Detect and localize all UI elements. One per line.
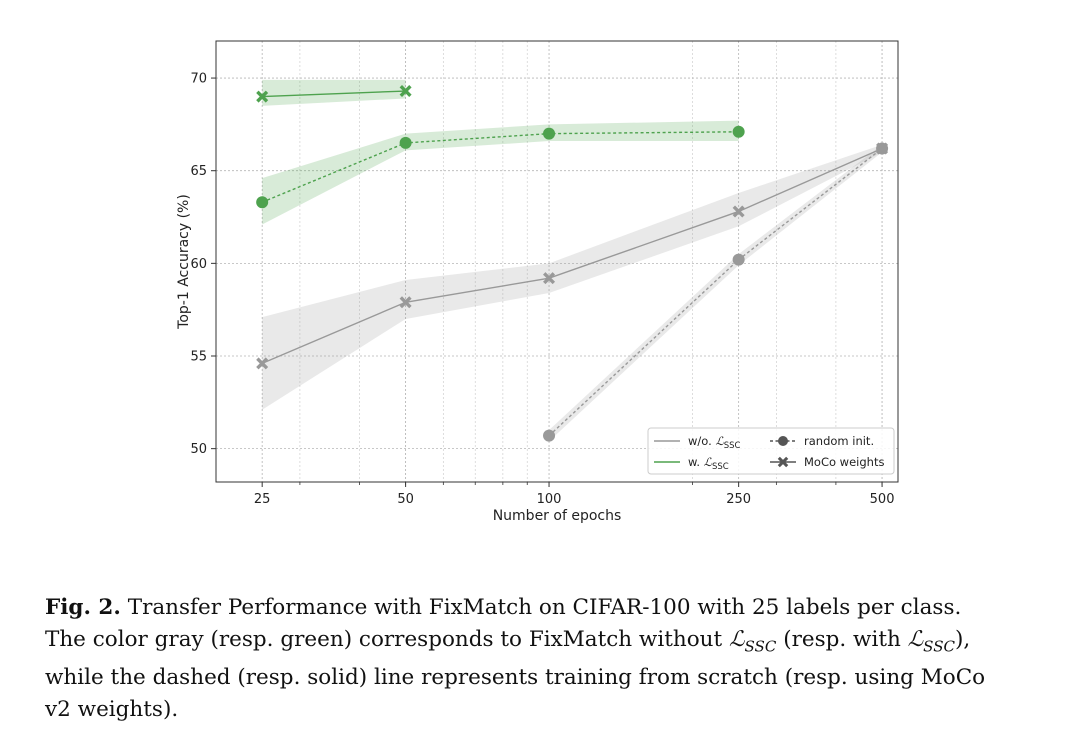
caption-math-2-main: ℒ [907,627,924,652]
x-tick-label: 50 [397,492,414,507]
data-point [732,205,745,218]
confidence-band [262,120,739,225]
data-point [543,127,556,140]
axis-ticks: 25 50 100 250 500 50 55 60 65 70 [190,72,894,507]
series-line [262,90,406,98]
marker-stroke [399,296,412,309]
confidence-band [262,144,883,410]
x-tick-label: 500 [870,492,895,507]
caption-math-2-sub: SSC [923,637,956,656]
confidence-band [262,79,406,106]
y-axis-label: Top-1 Accuracy (%) [176,194,192,330]
legend-box [647,427,895,475]
data-point [543,429,556,442]
caption-line-3: while the dashed (resp. solid) line repr… [45,665,986,691]
data-point [399,296,412,309]
y-tick-label: 70 [190,72,207,87]
confidence-bands [262,79,883,442]
data-point [256,90,269,103]
data-point [543,272,556,285]
y-tick-label: 50 [190,442,207,457]
data-point [732,125,745,138]
series-line [261,131,739,203]
plot-frame [215,40,899,483]
data-point [399,85,412,98]
series-markers [256,85,889,442]
caption-line-1: Transfer Performance with FixMatch on CI… [127,595,962,620]
caption-line-4: v2 weights). [45,697,179,723]
caption-math-2: ℒSSC [907,627,956,656]
x-tick-label: 100 [537,492,562,507]
caption-line-2c: ), [955,627,971,652]
x-axis-label: Number of epochs [493,508,622,524]
data-point [256,357,269,370]
data-point [256,196,269,209]
y-tick-label: 60 [190,257,207,272]
figure-caption: Fig. 2. Transfer Performance with FixMat… [45,592,1055,726]
y-tick-label: 65 [190,164,207,179]
grid [216,41,898,482]
legend-label: random init. [804,434,874,448]
legend-label: w/o. ℒSSC [688,434,741,451]
x-tick-label: 250 [726,492,751,507]
marker-stroke [732,205,745,218]
legend-marker [778,436,788,446]
data-point [876,142,889,155]
caption-math-1-main: ℒ [728,627,745,652]
marker-stroke [399,85,412,98]
caption-math-1-sub: SSC [744,637,777,656]
legend-label: MoCo weights [804,455,884,469]
data-point [399,136,412,149]
legend-marker [777,456,789,468]
legend-label: w. ℒSSC [688,455,729,472]
caption-line-2a: The color gray (resp. green) corresponds… [45,627,723,652]
caption-math-1: ℒSSC [728,627,777,656]
x-tick-label: 25 [254,492,271,507]
data-point [732,253,745,266]
chart: 25 50 100 250 500 50 55 60 65 70 Number of epochs… [176,40,899,524]
marker-stroke [777,456,789,468]
caption-label: Fig. 2. [45,595,121,620]
marker-stroke [256,90,269,103]
y-tick-label: 55 [190,350,207,365]
marker-stroke [256,357,269,370]
legend: w/o. ℒSSC w. ℒSSC random init. MoCo weights [647,427,895,475]
marker-stroke [543,272,556,285]
confidence-band [549,144,883,442]
caption-line-2b: (resp. with [783,627,901,652]
